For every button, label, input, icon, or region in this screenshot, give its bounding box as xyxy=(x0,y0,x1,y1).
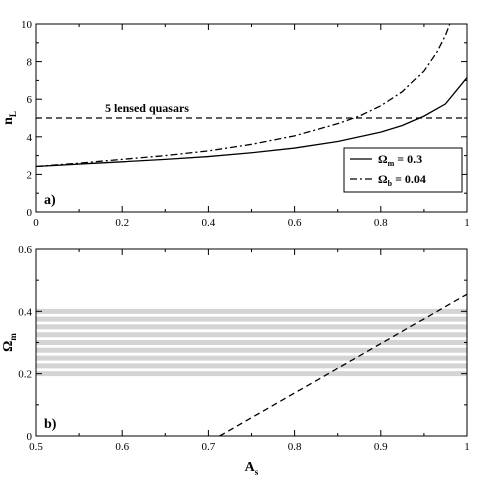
annotation-label: 5 lensed quasars xyxy=(105,101,189,115)
series-line-dashed xyxy=(219,293,467,436)
panel-label: a) xyxy=(44,193,56,208)
y-tick-label: 4 xyxy=(27,132,33,144)
x-tick-label: 0.9 xyxy=(374,441,388,453)
y-axis-title-sub: m xyxy=(8,333,18,341)
legend-entry-sub: m xyxy=(388,159,395,168)
series-group xyxy=(36,24,467,168)
legend-entry-symbol: Ω xyxy=(378,172,388,186)
legend: Ωm = 0.3Ωb = 0.04 xyxy=(343,147,463,193)
y-axis-title-main: n xyxy=(1,117,16,125)
x-tick-label: 0 xyxy=(33,217,39,229)
y-tick-label: 8 xyxy=(27,57,33,69)
panel-b: 0.5 0.6 0.7 0.8 0.9 1 0 0.2 0.4 0.6 Ωm As b) xyxy=(1,244,470,477)
legend-entry: Ωm = 0.3 xyxy=(378,152,422,168)
x-tick-label: 1 xyxy=(464,441,470,453)
x-axis-title-sub: s xyxy=(255,467,259,477)
legend-box xyxy=(343,147,463,193)
y-axis-title: Ωm xyxy=(1,333,18,352)
x-tick-label: 0.6 xyxy=(115,441,129,453)
y-axis-title-sub: L xyxy=(8,111,18,117)
x-tick-label: 1 xyxy=(464,217,470,229)
y-tick-label: 0.6 xyxy=(18,244,32,256)
x-tick-label: 0.6 xyxy=(288,217,302,229)
series-line-solid xyxy=(36,77,467,168)
y-tick-label: 2 xyxy=(27,169,33,181)
panel-label: b) xyxy=(44,417,57,432)
legend-entry-symbol: Ω xyxy=(378,152,388,166)
y-tick-label: 0 xyxy=(27,207,33,219)
y-tick-label: 0 xyxy=(27,431,33,443)
y-tick-label: 6 xyxy=(27,94,33,106)
legend-entry-sub: b xyxy=(388,179,393,188)
x-axis-title: As xyxy=(245,460,259,477)
y-tick-label: 10 xyxy=(21,19,33,31)
x-tick-label: 0.5 xyxy=(29,441,43,453)
series-group xyxy=(219,293,467,436)
legend-entry: Ωb = 0.04 xyxy=(378,172,426,188)
x-tick-label: 0.2 xyxy=(115,217,129,229)
x-tick-label: 0.4 xyxy=(202,217,216,229)
legend-entry-value: = 0.04 xyxy=(392,172,426,186)
y-tick-label: 0.2 xyxy=(18,369,32,381)
x-tick-label: 0.8 xyxy=(288,441,302,453)
x-tick-label: 0.8 xyxy=(374,217,388,229)
legend-entry-value: = 0.3 xyxy=(394,152,422,166)
y-axis-title: nL xyxy=(1,111,18,125)
x-axis-title-main: A xyxy=(245,460,256,475)
x-tick-label: 0.7 xyxy=(202,441,216,453)
y-axis-title-main: Ω xyxy=(1,341,16,352)
series-line-dashdot xyxy=(36,24,451,168)
y-tick-label: 0.4 xyxy=(18,306,32,318)
